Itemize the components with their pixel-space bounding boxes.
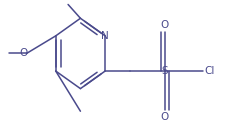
Text: Cl: Cl bbox=[203, 66, 213, 76]
Text: O: O bbox=[160, 113, 168, 122]
Text: O: O bbox=[19, 49, 27, 58]
Text: O: O bbox=[160, 20, 168, 30]
Text: N: N bbox=[101, 31, 108, 41]
Text: S: S bbox=[161, 66, 167, 76]
